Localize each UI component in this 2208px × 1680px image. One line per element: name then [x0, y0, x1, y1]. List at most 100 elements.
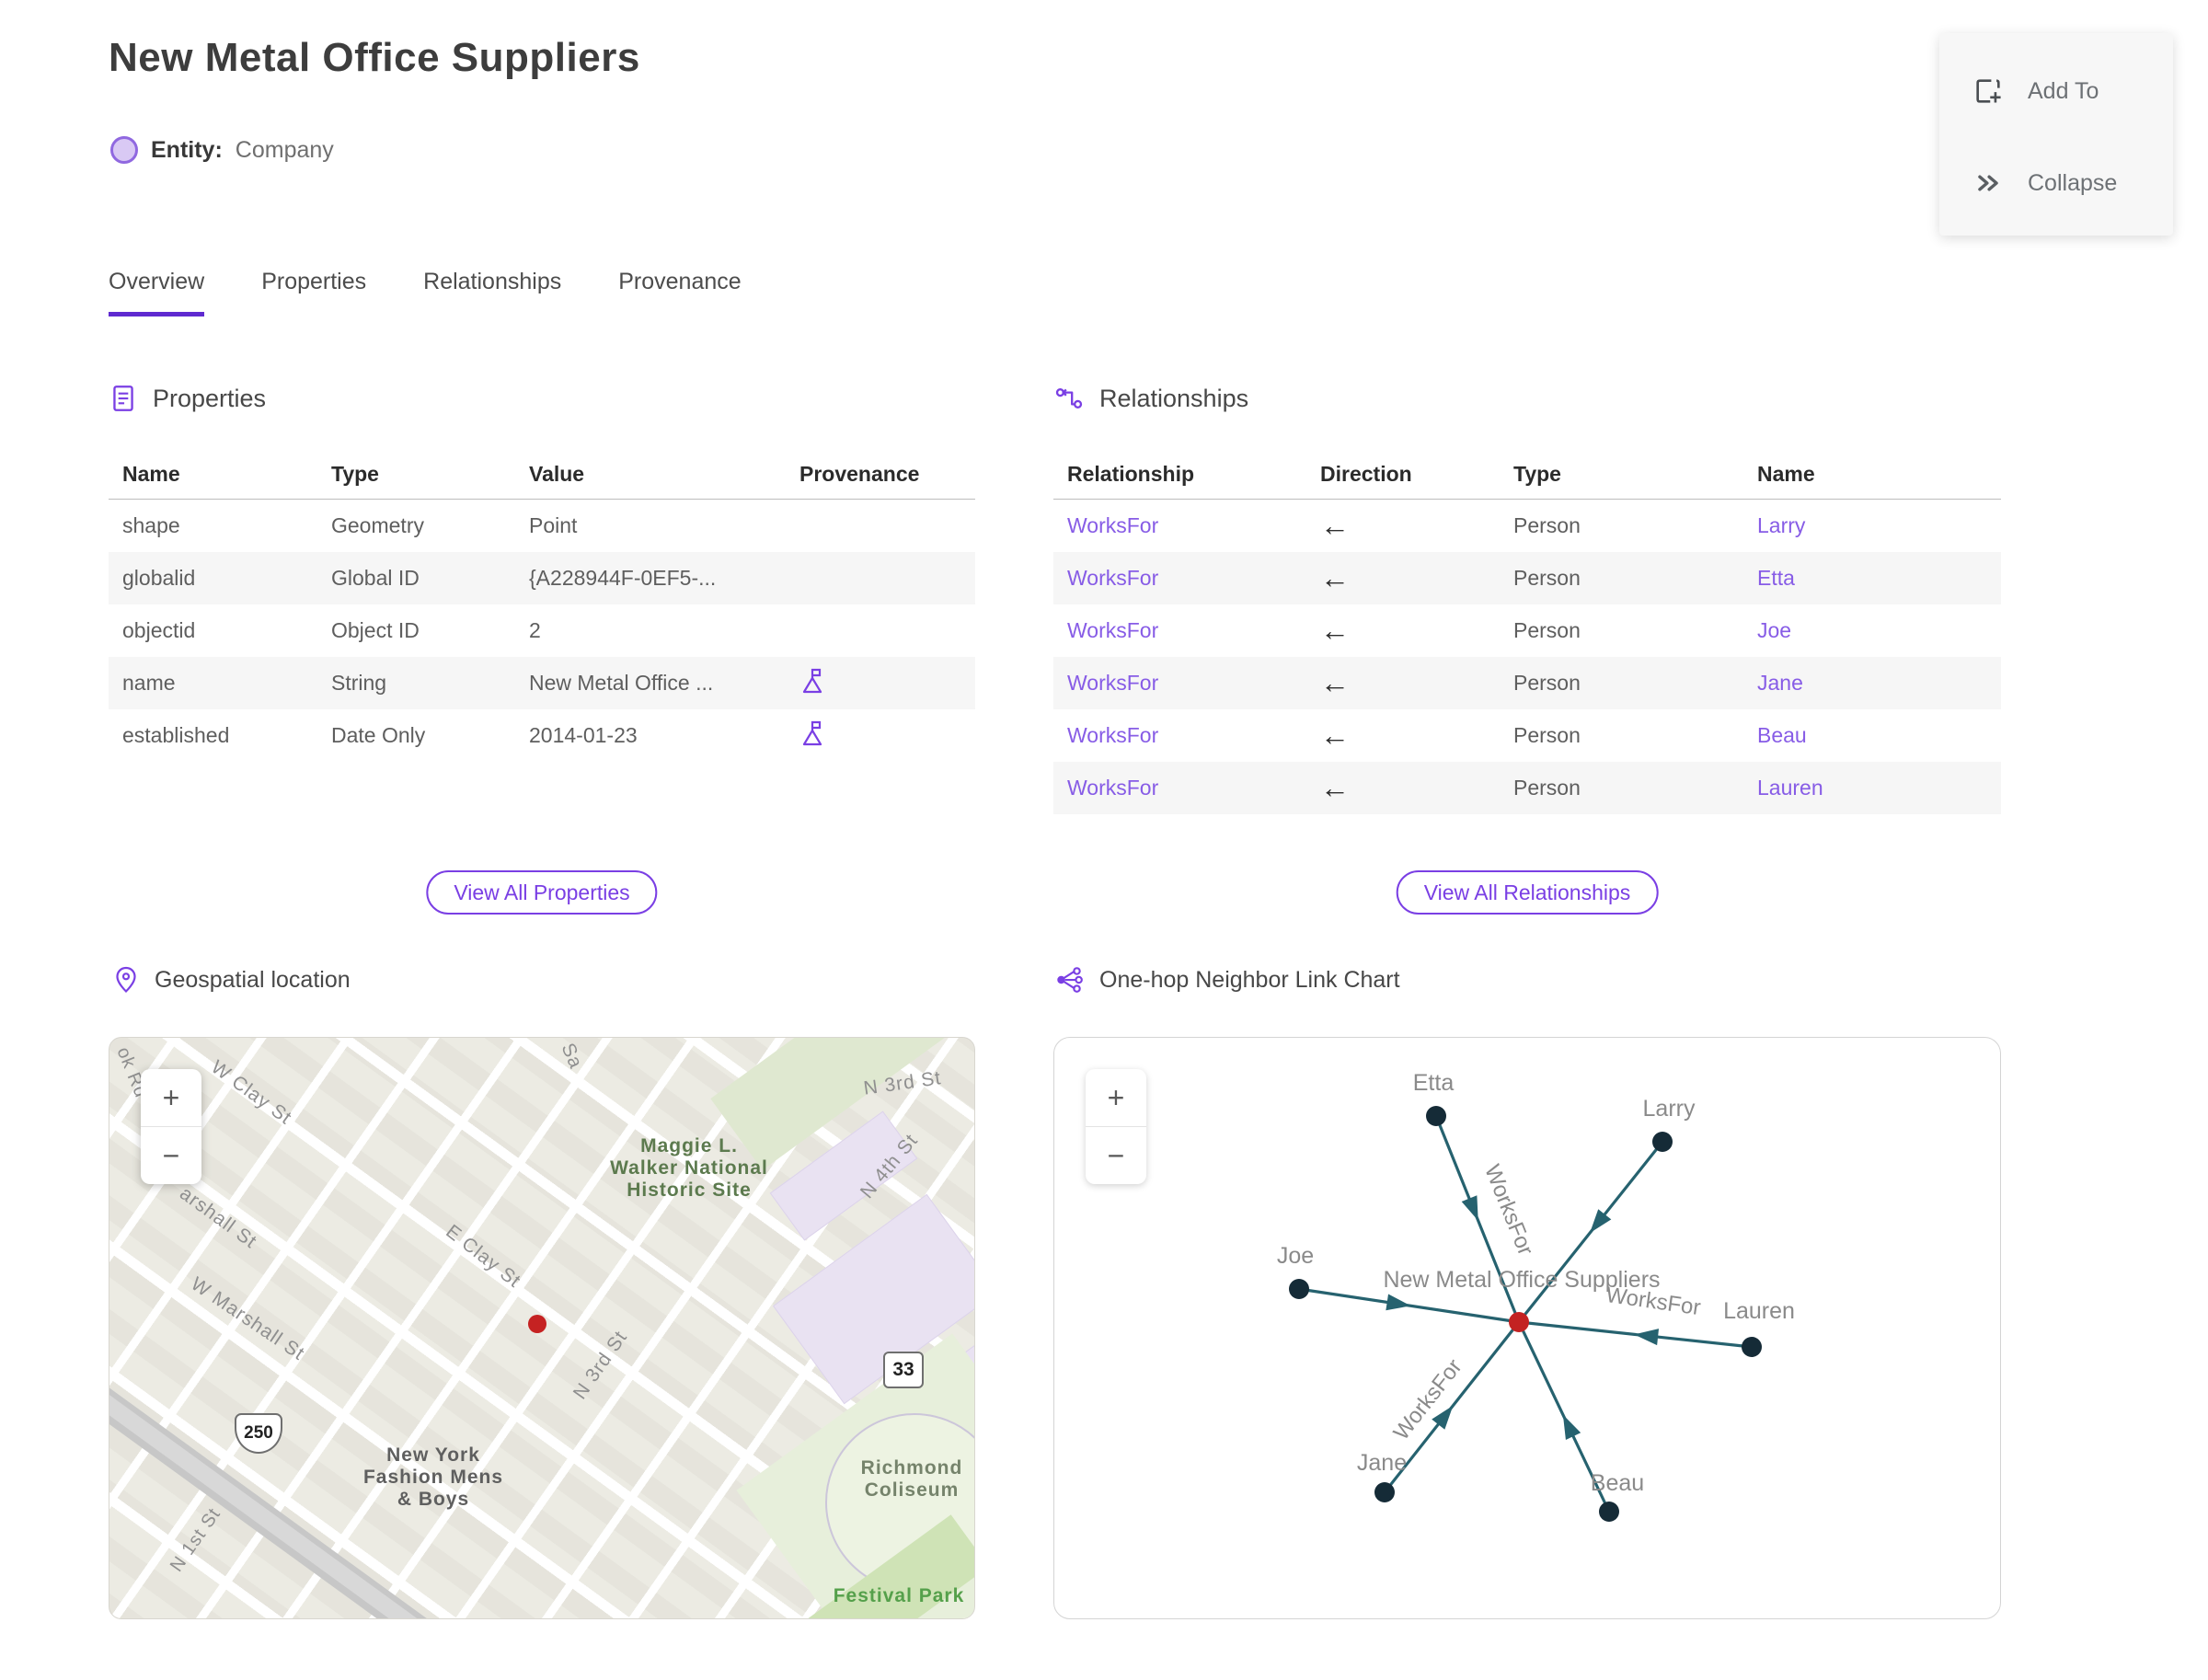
map-label: Sa — [557, 1040, 587, 1073]
double-chevron-right-icon — [1978, 175, 1998, 191]
property-name: name — [109, 657, 317, 709]
column-header: Relationship — [1053, 449, 1306, 500]
node-label: Joe — [1277, 1243, 1314, 1269]
property-value: Point — [529, 513, 578, 537]
relationship-row: WorksFor ← Person Lauren — [1053, 762, 2001, 814]
property-name: shape — [122, 513, 180, 537]
relationship-type: Person — [1513, 723, 1581, 747]
relationship-row: WorksFor ← Person Jane — [1053, 657, 2001, 709]
view-all-relationships-button[interactable]: View All Relationships — [1396, 870, 1659, 915]
map-label: W Marshall St — [187, 1272, 309, 1365]
relationship-link[interactable]: WorksFor — [1067, 566, 1159, 590]
map-label: E Clay St — [442, 1220, 525, 1293]
link-chart[interactable]: WorksFor WorksFor WorksFor Etta Larry Joe Laur… — [1053, 1037, 2001, 1619]
add-to-button[interactable]: Add To — [1939, 59, 2173, 123]
relationship-link[interactable]: WorksFor — [1067, 513, 1159, 537]
column-header: Name — [109, 449, 317, 500]
property-value: New Metal Office ... — [515, 657, 786, 709]
node-label: Lauren — [1723, 1298, 1795, 1324]
add-to-label: Add To — [2028, 77, 2099, 104]
entity-type-icon — [110, 136, 138, 164]
entity-name-link[interactable]: Lauren — [1757, 776, 1823, 800]
geospatial-section-header: Geospatial location — [112, 964, 351, 995]
geospatial-map[interactable]: ok Rd W Clay St Sa arshall St W Marshall St E… — [109, 1037, 975, 1619]
relationships-table: Relationship Direction Type Name WorksFor ← P… — [1053, 449, 2001, 814]
person-node[interactable] — [1742, 1337, 1762, 1357]
person-node[interactable] — [1289, 1279, 1309, 1299]
entity-name-link[interactable]: Beau — [1757, 723, 1807, 747]
person-node[interactable] — [1652, 1132, 1673, 1152]
entity-name-link[interactable]: Jane — [1757, 671, 1803, 695]
relationship-type: Person — [1500, 657, 1743, 709]
provenance-flag-icon[interactable] — [799, 719, 825, 747]
relationship-type: Person — [1513, 618, 1581, 642]
relationship-type: Person — [1500, 552, 1743, 604]
map-label: N 1st St — [166, 1503, 225, 1576]
node-label: Larry — [1643, 1096, 1696, 1122]
property-row: name String New Metal Office ... — [109, 657, 975, 709]
relationship-link[interactable]: WorksFor — [1067, 776, 1159, 800]
chart-zoom-in-button[interactable]: + — [1107, 1080, 1125, 1114]
page-title: New Metal Office Suppliers — [109, 35, 640, 80]
relationship-row: WorksFor ← Person Etta — [1053, 552, 2001, 604]
direction-arrow: ← — [1320, 561, 1350, 594]
chart-zoom-out-button[interactable]: − — [1086, 1126, 1146, 1184]
link-chart-section-header: One-hop Neighbor Link Chart — [1053, 964, 1400, 995]
property-name: globalid — [109, 552, 317, 604]
view-all-properties-button[interactable]: View All Properties — [426, 870, 658, 915]
node-label: Beau — [1591, 1470, 1644, 1496]
tab-provenance[interactable]: Provenance — [618, 269, 742, 294]
provenance-flag-icon[interactable] — [799, 667, 825, 695]
tab-relationships[interactable]: Relationships — [423, 269, 562, 294]
map-zoom-in-button[interactable]: + — [162, 1080, 180, 1114]
person-node[interactable] — [1599, 1502, 1619, 1522]
column-header: Type — [317, 449, 515, 500]
relationships-icon — [1055, 388, 1083, 408]
properties-icon — [113, 385, 133, 411]
entity-name-link[interactable]: Joe — [1757, 618, 1792, 642]
column-header: Type — [1500, 449, 1743, 500]
tab-overview[interactable]: Overview — [109, 269, 205, 316]
direction-arrow: ← — [1320, 509, 1350, 542]
node-label: Etta — [1413, 1070, 1455, 1096]
link-chart-section-title: One-hop Neighbor Link Chart — [1099, 966, 1400, 993]
entity-name-link[interactable]: Larry — [1757, 513, 1806, 537]
chart-zoom-control: + − — [1086, 1069, 1146, 1184]
map-zoom-control: + − — [141, 1069, 201, 1184]
direction-arrow: ← — [1320, 719, 1350, 752]
tab-properties[interactable]: Properties — [261, 269, 367, 294]
center-entity-node[interactable] — [1509, 1312, 1529, 1332]
link-chart-icon — [1057, 967, 1083, 993]
property-provenance[interactable] — [786, 709, 975, 762]
relationship-row: WorksFor ← Person Larry — [1053, 500, 2001, 553]
relationship-row: WorksFor ← Person Joe — [1053, 604, 2001, 657]
column-header: Value — [515, 449, 786, 500]
map-label: N 3rd St — [569, 1327, 632, 1404]
route-shield: 250 — [235, 1413, 282, 1454]
collapse-button[interactable]: Collapse — [1939, 151, 2173, 215]
add-to-icon — [1976, 79, 2001, 103]
property-row: globalid Global ID {A228944F-0EF5-... — [109, 552, 975, 604]
column-header: Provenance — [786, 449, 975, 500]
node-label: Jane — [1357, 1450, 1407, 1476]
relationship-link[interactable]: WorksFor — [1067, 723, 1159, 747]
column-header: Direction — [1306, 449, 1500, 500]
entity-name-link[interactable]: Etta — [1757, 566, 1795, 590]
map-pin-icon — [116, 966, 136, 994]
relationship-row: WorksFor ← Person Beau — [1053, 709, 2001, 762]
entity-location-marker[interactable] — [528, 1315, 546, 1333]
route-shield: 33 — [883, 1352, 924, 1388]
map-zoom-out-button[interactable]: − — [141, 1126, 201, 1184]
relationship-type: Person — [1513, 513, 1581, 537]
relationship-link[interactable]: WorksFor — [1067, 618, 1159, 642]
geospatial-section-title: Geospatial location — [155, 966, 351, 993]
relationship-link[interactable]: WorksFor — [1067, 671, 1159, 695]
property-value: {A228944F-0EF5-... — [515, 552, 786, 604]
direction-arrow: ← — [1320, 771, 1350, 804]
map-label: W Clay St — [207, 1056, 296, 1129]
person-node[interactable] — [1374, 1482, 1395, 1502]
properties-section-header: Properties — [109, 383, 266, 414]
person-node[interactable] — [1426, 1106, 1446, 1126]
property-provenance[interactable] — [786, 657, 975, 709]
